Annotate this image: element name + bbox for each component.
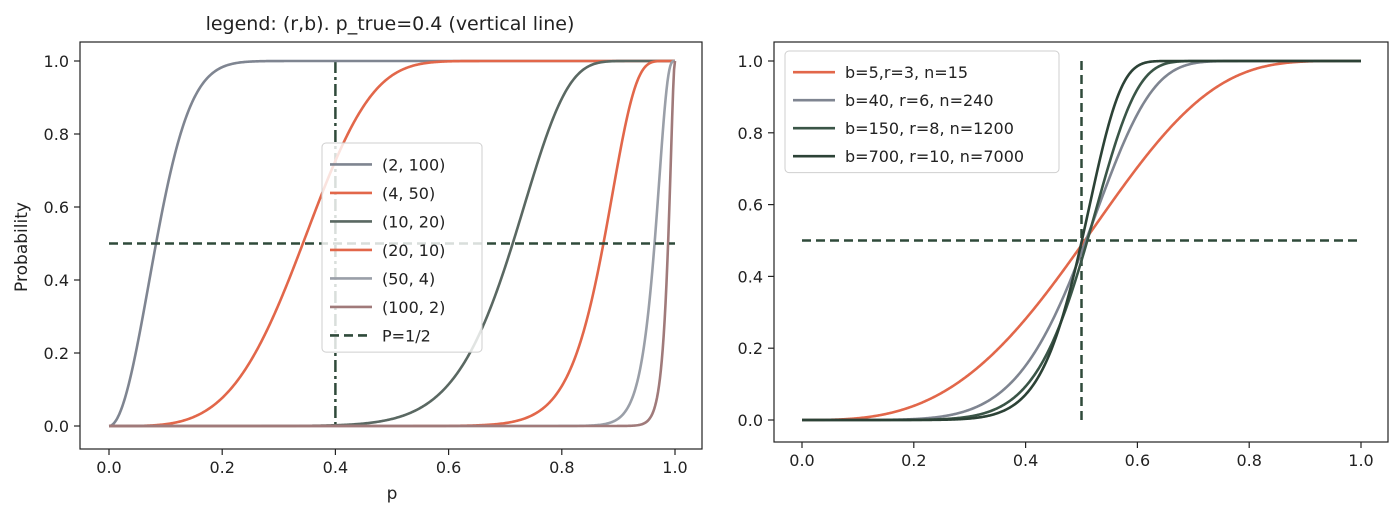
left-series-line-5: [109, 60, 677, 428]
right-legend-label: b=700, r=10, n=7000: [845, 147, 1024, 166]
left-legend-label: (50, 4): [382, 269, 435, 288]
left-legend-label: (100, 2): [382, 298, 445, 317]
right-legend-label: b=5,r=3, n=15: [845, 63, 968, 82]
left-y-tick-label: 0.0: [44, 417, 69, 436]
right-x-tick-label: 0.8: [1236, 451, 1261, 470]
right-legend-label: b=150, r=8, n=1200: [845, 119, 1014, 138]
left-x-tick-label: 0.2: [209, 458, 234, 477]
right-legend-label: b=40, r=6, n=240: [845, 91, 994, 110]
right-x-tick-label: 0.0: [789, 451, 814, 470]
left-y-tick-label: 1.0: [44, 52, 69, 71]
right-y-tick-label: 0.6: [738, 196, 763, 215]
right-x-tick-label: 0.4: [1013, 451, 1038, 470]
left-y-axis-label: Probability: [12, 202, 32, 292]
right-axes-frame: [773, 41, 1389, 443]
right-x-tick-label: 0.6: [1125, 451, 1150, 470]
right-x-tick-label: 1.0: [1348, 451, 1373, 470]
right-series-line-3: [802, 59, 1361, 422]
left-x-axis-label: p: [387, 484, 398, 504]
left-x-tick-label: 0.4: [323, 458, 348, 477]
right-y-tick-label: 1.0: [738, 52, 763, 71]
right-legend-box: [784, 50, 1060, 174]
left-legend-label: P=1/2: [382, 326, 431, 345]
left-x-tick-label: 1.0: [662, 458, 687, 477]
left-legend-label: (2, 100): [382, 155, 445, 174]
right-y-tick-label: 0.0: [738, 411, 763, 430]
left-y-tick-label: 0.4: [44, 271, 69, 290]
right-chart: 0.0 0.2 0.4 0.6 0.8 1.0 0.0 0.2 0.4 0.6 0.8 1.0 b=5,…: [738, 41, 1389, 470]
right-y-tick-label: 0.8: [738, 124, 763, 143]
left-x-tick-label: 0.0: [96, 458, 121, 477]
left-y-tick-label: 0.8: [44, 125, 69, 144]
left-chart: 0.0 0.2 0.4 0.6 0.8 1.0 0.0 0.2 0.4 0.6 0.8 1.0 (2, …: [44, 41, 703, 477]
left-legend-label: (4, 50): [382, 184, 435, 203]
left-legend-box: [321, 142, 483, 353]
right-y-tick-label: 0.2: [738, 339, 763, 358]
left-legend-label: (20, 10): [382, 241, 445, 260]
left-series-line-1: [109, 59, 675, 428]
right-y-tick-label: 0.4: [738, 267, 763, 286]
left-y-tick-label: 0.6: [44, 198, 69, 217]
left-legend-label: (10, 20): [382, 212, 445, 231]
left-x-tick-label: 0.6: [436, 458, 461, 477]
left-axes-frame: [79, 41, 703, 450]
left-x-tick-label: 0.8: [549, 458, 574, 477]
left-y-tick-label: 0.2: [44, 344, 69, 363]
left-chart-title: legend: (r,b). p_true=0.4 (vertical line…: [206, 13, 575, 35]
right-x-tick-label: 0.2: [901, 451, 926, 470]
